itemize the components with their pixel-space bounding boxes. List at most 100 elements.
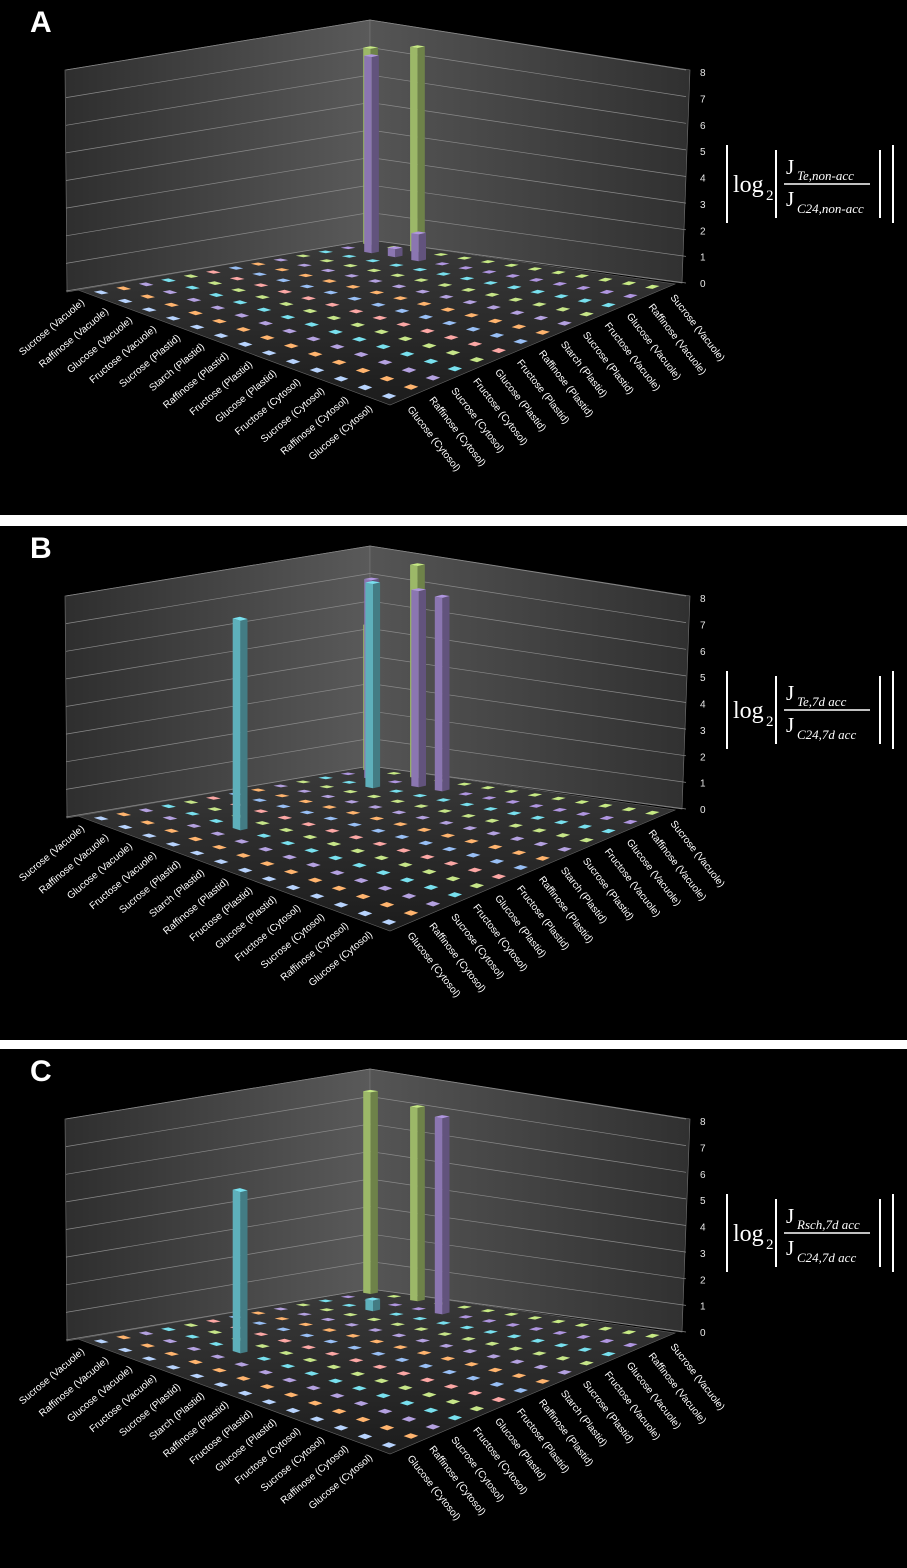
bar-top (480, 786, 496, 790)
bar (206, 270, 221, 274)
bar-top (206, 796, 221, 800)
bar-top (601, 1351, 616, 1357)
bar-top (185, 1334, 200, 1339)
bar (464, 839, 479, 844)
bar (511, 1373, 527, 1378)
bar-top (489, 333, 505, 338)
bar-top (506, 811, 522, 816)
bar (93, 290, 109, 295)
bar-top (340, 772, 356, 776)
bar (259, 335, 275, 340)
bar (469, 357, 485, 363)
bar (369, 1339, 385, 1344)
bar (256, 307, 272, 312)
bar (213, 1382, 229, 1387)
bar (207, 807, 223, 811)
bar-top (140, 820, 155, 825)
bar-top (285, 884, 301, 891)
bar-top (343, 1313, 358, 1317)
bar-top (341, 254, 357, 258)
z-tick-label: 4 (700, 1223, 706, 1234)
bar (306, 862, 321, 868)
bar (459, 276, 475, 281)
bar (599, 815, 615, 820)
bar (261, 876, 277, 882)
bar (425, 1424, 441, 1430)
bar-top (458, 266, 473, 270)
bar (116, 1335, 132, 1340)
bar (401, 893, 417, 899)
bar-top (304, 848, 319, 853)
bar-top (533, 1364, 549, 1370)
bar-top (505, 1323, 520, 1327)
bar-top (277, 289, 293, 294)
bar (390, 273, 405, 277)
bar-top (141, 1356, 157, 1361)
bar (256, 1356, 272, 1361)
bar (576, 1335, 591, 1339)
bar (185, 811, 200, 816)
bar-top (297, 263, 312, 267)
bar-top (577, 1347, 593, 1352)
bar (280, 1364, 296, 1369)
bar-top (377, 359, 393, 365)
bar (229, 276, 245, 281)
bar-top (420, 328, 435, 334)
bar (445, 876, 461, 882)
bar (186, 823, 202, 828)
bar (355, 367, 371, 374)
z-tick-label: 6 (700, 647, 706, 658)
bar (372, 315, 388, 320)
bar (295, 254, 311, 258)
bar (489, 333, 505, 338)
bar (350, 1371, 365, 1377)
bar-top (255, 1344, 270, 1348)
bar-top (434, 262, 450, 266)
bar-top (439, 1343, 454, 1348)
bar-top (401, 367, 417, 373)
bar (458, 792, 473, 796)
bar (552, 808, 568, 812)
bar-top (141, 833, 157, 838)
bar (333, 1425, 349, 1431)
bar (188, 836, 203, 842)
bar (273, 258, 289, 262)
z-tick-label: 4 (700, 700, 706, 711)
bar-right-face (371, 55, 379, 254)
bar-top (410, 45, 425, 48)
bar (393, 822, 408, 827)
bar-top (381, 919, 397, 925)
bar-top (442, 1369, 457, 1375)
bar (318, 1299, 333, 1303)
bar (368, 1328, 383, 1332)
bar-top (350, 1371, 365, 1377)
bar-top (398, 336, 413, 342)
bar-top (258, 847, 273, 852)
bar-top (366, 268, 382, 273)
bar-top (259, 335, 275, 340)
bar (461, 814, 476, 818)
bar-top (483, 807, 498, 811)
bar-top (253, 809, 269, 813)
bar-left-face (387, 247, 396, 258)
bar-top (344, 800, 359, 804)
bar-top (277, 1338, 293, 1343)
bar-top (527, 267, 543, 271)
bar-top (164, 302, 179, 307)
bar (164, 1351, 179, 1356)
bar-top (511, 324, 527, 329)
bar-top (298, 799, 314, 804)
bar-left-face (365, 582, 373, 789)
bar (256, 833, 272, 838)
bar-top (403, 910, 419, 916)
bar-top (366, 794, 382, 799)
bar-top (440, 307, 456, 312)
bar (413, 278, 429, 282)
bar (377, 359, 393, 365)
bar (393, 1345, 408, 1350)
bar (389, 1312, 404, 1316)
bar (255, 821, 270, 825)
bar-top (345, 1334, 361, 1338)
